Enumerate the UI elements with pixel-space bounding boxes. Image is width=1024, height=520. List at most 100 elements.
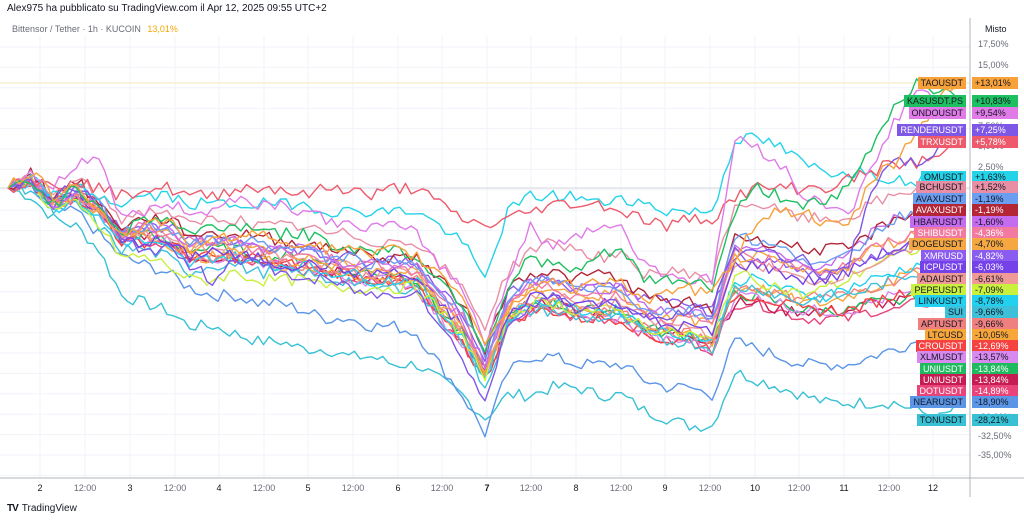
series-badge[interactable]: AVAXUSDT [912,193,966,205]
series-badge-name[interactable]: DOGEUSDT [908,238,966,250]
series-badge[interactable]: UNIUSDT [920,374,966,386]
series-badge[interactable]: HBARUSDT [910,216,966,228]
series-badge[interactable]: UNIUSDT [920,363,966,375]
series-line-ondousdt [7,89,963,347]
series-badge-name[interactable]: ADAUSDT [916,273,966,285]
series-badge[interactable]: CROUSDT [915,340,966,352]
series-badge-value: -13,57% [972,351,1018,363]
x-tick-label: 5 [305,483,311,493]
publisher-caption: Alex975 ha pubblicato su TradingView.com… [7,3,327,14]
y-tick-label: 17,50% [978,39,1009,50]
series-badge[interactable]: SHIBUSDT [914,227,966,239]
series-badge[interactable]: ADAUSDT [916,273,966,285]
x-tick-label: 4 [216,483,222,493]
series-badge-name[interactable]: XMRUSD [920,250,966,262]
series-line-taousdt [7,81,963,345]
x-tick-label: 6 [395,483,401,493]
series-badge-value: +7,25% [972,124,1018,136]
x-tick-label: 12:00 [877,483,901,493]
series-badge-value: -13,84% [972,374,1018,386]
series-badge-name[interactable]: CROUSDT [915,340,966,352]
y-tick-label: 15,00% [978,59,1009,70]
x-tick-label: 12:00 [430,483,454,493]
series-badge-name[interactable]: DOTUSDT [916,385,966,397]
series-badge-name[interactable]: HBARUSDT [910,216,966,228]
series-badge-name[interactable]: AVAXUSDT [912,193,966,205]
series-badge-name[interactable]: SHIBUSDT [914,227,966,239]
series-badge-name[interactable]: NEARUSDT [910,396,966,408]
series-badge-value: +1,63% [972,171,1018,183]
series-badge[interactable]: XLMUSDT [916,351,966,363]
series-badge[interactable]: KASUSDT.PS [903,95,966,107]
x-tick-label: 7 [484,483,490,493]
tradingview-logo[interactable]: TV TradingView [7,503,77,514]
series-badge-name[interactable]: UNIUSDT [920,363,966,375]
series-line-pepeusdt [7,175,963,382]
series-badge-value: -7,09% [972,284,1018,296]
series-badge-name[interactable]: ICPUSDT [920,261,966,273]
series-badge[interactable]: ICPUSDT [920,261,966,273]
series-line-trxusdt [7,140,963,232]
series-badge-name[interactable]: XLMUSDT [916,351,966,363]
series-badge-value: +10,83% [972,95,1018,107]
series-badge-value: -13,84% [972,363,1018,375]
series-badge[interactable]: XMRUSD [920,250,966,262]
series-badge-value: +13,01% [972,77,1018,89]
x-tick-label: 12:00 [519,483,543,493]
series-badge[interactable]: TAOUSDT [917,77,966,89]
series-badge-name[interactable]: TONUSDT [916,414,966,426]
series-badge[interactable]: DOGEUSDT [908,238,966,250]
series-badge-name[interactable]: KASUSDT.PS [903,95,966,107]
tradingview-wordmark: TradingView [21,503,77,514]
series-badge[interactable]: BCHUSDT [916,181,966,193]
series-badge-name[interactable]: APTUSDT [917,318,966,330]
x-tick-label: 12 [927,483,939,493]
series-badge-name[interactable]: TRXUSDT [917,136,966,148]
series-badge-name[interactable]: BCHUSDT [916,181,966,193]
series-line-tonusdt [7,187,963,432]
series-badge[interactable]: LTCUSD [924,329,966,341]
series-badge-name[interactable]: SUI [944,306,966,318]
series-badge[interactable]: PEPEUSDT [911,284,966,296]
series-badge[interactable]: LINKUSDT [915,295,966,307]
series-badge[interactable]: ONDOUSDT [908,107,966,119]
series-badge-name[interactable]: TAOUSDT [917,77,966,89]
series-badge-name[interactable]: LINKUSDT [915,295,966,307]
series-badge-value: -6,61% [972,273,1018,285]
series-badge[interactable]: TRXUSDT [917,136,966,148]
tradingview-mark-icon: TV [7,503,19,514]
series-badge[interactable]: DOTUSDT [916,385,966,397]
series-badge[interactable]: APTUSDT [917,318,966,330]
series-badge-name[interactable]: RENDERUSDT [897,124,966,136]
series-line-kasusdt.ps [7,78,963,353]
symbol-legend[interactable]: Bittensor / Tether · 1h · KUCOIN 13,01% [12,24,178,34]
series-badge-name[interactable]: AVAXUSDT [912,204,966,216]
series-badge[interactable]: SUI [944,306,966,318]
series-badge-value: -4,36% [972,227,1018,239]
series-badge-name[interactable]: UNIUSDT [920,374,966,386]
series-badge-value: -9,66% [972,318,1018,330]
series-badge-name[interactable]: LTCUSD [924,329,966,341]
x-tick-label: 12:00 [787,483,811,493]
series-badge-value: +1,52% [972,181,1018,193]
series-badge-value: -1,60% [972,216,1018,228]
series-badge[interactable]: NEARUSDT [910,396,966,408]
series-badge-name[interactable]: OMUSDT [921,171,966,183]
series-badge[interactable]: RENDERUSDT [897,124,966,136]
series-badge[interactable]: AVAXUSDT [912,204,966,216]
series-line-nearusdt [7,181,963,438]
series-badge-name[interactable]: PEPEUSDT [911,284,966,296]
y-tick-label: -32,50% [978,431,1012,442]
series-line-omusdt [7,132,963,278]
series-badge[interactable]: OMUSDT [921,171,966,183]
series-line-avaxusdt [7,167,963,356]
series-badge-name[interactable]: ONDOUSDT [908,107,966,119]
series-badge[interactable]: TONUSDT [916,414,966,426]
series-line-sui [7,182,963,389]
series-badge-value: -28,21% [972,414,1018,426]
x-tick-label: 3 [127,483,133,493]
series-badge-value: -12,69% [972,340,1018,352]
scale-mode-label[interactable]: Misto [985,24,1007,34]
